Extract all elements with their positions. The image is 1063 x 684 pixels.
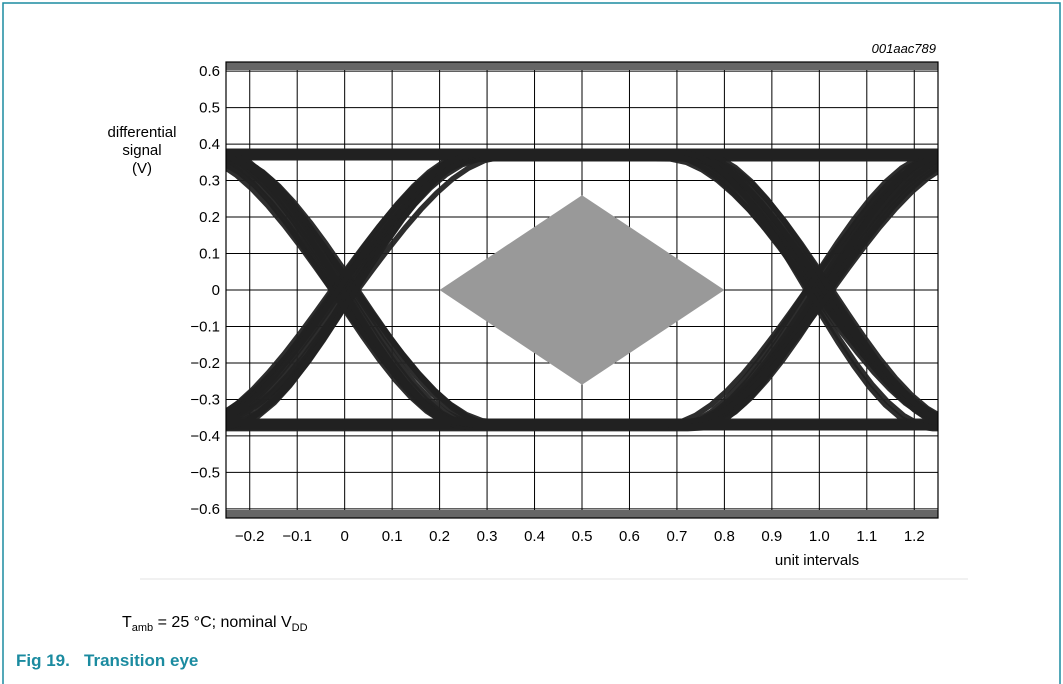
x-tick-label-6: 0.4 [524,528,545,545]
eye-mask [439,195,725,385]
x-tick-label-4: 0.2 [429,528,450,545]
y-tick-label-6: 0 [212,282,220,299]
x-tick-label-2: 0 [340,528,348,545]
caption-text: = 25 °C; nominal V [153,614,292,631]
figure-number: Fig 19. [16,651,70,670]
y-tick-label-10: −0.4 [190,428,220,445]
x-tick-label-11: 0.9 [761,528,782,545]
plot-frame [225,61,939,519]
y-tick-label-8: −0.2 [190,355,220,372]
y-tick-label-5: 0.1 [199,246,220,263]
y-tick-label-7: −0.1 [190,318,220,335]
eye-mask-diamond [439,195,725,385]
y-axis-label-line-0: differential [108,124,177,141]
figure-title-text: Transition eye [84,651,199,670]
eye-trace-58 [226,149,938,431]
eye-trace-57 [226,151,938,422]
x-tick-label-13: 1.1 [856,528,877,545]
x-tick-label-9: 0.7 [667,528,688,545]
caption-t: T [122,614,132,631]
x-tick-label-8: 0.6 [619,528,640,545]
x-tick-label-7: 0.5 [572,528,593,545]
x-tick-label-12: 1.0 [809,528,830,545]
x-tick-label-14: 1.2 [904,528,925,545]
y-tick-label-1: 0.5 [199,100,220,117]
figure-title: Fig 19. Transition eye [16,651,198,671]
y-tick-label-11: −0.5 [190,464,220,481]
eye-traces [226,148,938,432]
y-tick-label-2: 0.4 [199,136,220,153]
x-axis-label: unit intervals [775,552,859,569]
y-tick-label-9: −0.3 [190,391,220,408]
x-tick-label-5: 0.3 [477,528,498,545]
x-tick-labels: −0.2 −0.1 0 0.1 0.2 0.3 0.4 0.5 0.6 0.7 0.8 0.9 1.0 1… [235,528,925,545]
y-axis-label-line-1: signal [122,142,161,159]
eye-trace-59 [226,168,938,425]
x-tick-label-1: −0.1 [282,528,312,545]
x-tick-label-0: −0.2 [235,528,265,545]
figure-id-label: 001aac789 [872,41,936,56]
caption-t-sub: amb [131,622,154,635]
plot-border [225,61,939,519]
x-tick-label-10: 0.8 [714,528,735,545]
figure-caption: Tamb = 25 °C; nominal VDD [122,614,308,634]
y-tick-label-4: 0.2 [199,209,220,226]
y-tick-label-3: 0.3 [199,173,220,190]
bottom-band [226,510,938,518]
y-tick-label-0: 0.6 [199,63,220,80]
top-band [226,62,938,70]
x-tick-label-3: 0.1 [382,528,403,545]
eye-diagram-chart: 0.6 0.5 0.4 0.3 0.2 0.1 0 −0.1 −0.2 −0.3 −0.4 −0.5 −… [108,41,939,569]
y-tick-labels: 0.6 0.5 0.4 0.3 0.2 0.1 0 −0.1 −0.2 −0.3 −0.4 −0.5 −… [190,63,220,518]
caption-vdd-sub: DD [291,622,308,635]
y-axis-label-line-2: (V) [132,160,152,177]
eye-trace-56 [226,154,938,427]
y-tick-label-12: −0.6 [190,501,220,518]
